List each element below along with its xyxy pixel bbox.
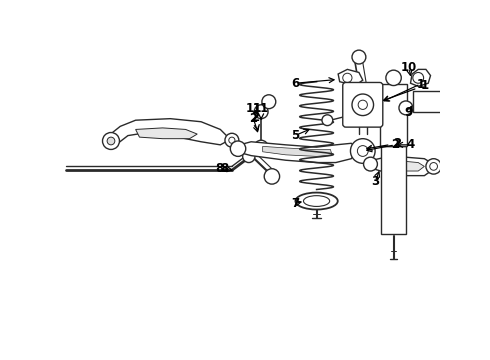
Polygon shape — [240, 142, 359, 163]
Text: 11: 11 — [245, 102, 262, 115]
Circle shape — [364, 157, 377, 171]
Circle shape — [386, 70, 401, 86]
Circle shape — [254, 140, 268, 154]
Bar — [381, 145, 406, 234]
Circle shape — [399, 101, 413, 115]
Text: 1: 1 — [384, 79, 428, 101]
Text: 11: 11 — [253, 102, 270, 119]
Circle shape — [413, 72, 423, 83]
Circle shape — [426, 159, 441, 174]
Circle shape — [243, 150, 255, 163]
Bar — [413, 91, 443, 112]
Polygon shape — [382, 161, 424, 171]
Circle shape — [357, 145, 368, 156]
Circle shape — [264, 169, 280, 184]
Circle shape — [430, 163, 438, 170]
Text: 1: 1 — [416, 77, 425, 90]
Text: 8: 8 — [216, 162, 223, 175]
Circle shape — [322, 115, 333, 126]
Text: 2: 2 — [367, 137, 401, 150]
Text: 3: 3 — [371, 175, 379, 188]
Text: 5: 5 — [291, 129, 299, 142]
Polygon shape — [109, 119, 230, 147]
Circle shape — [358, 100, 368, 109]
Circle shape — [102, 132, 120, 149]
Text: 9: 9 — [405, 106, 413, 119]
Text: 4: 4 — [406, 138, 415, 151]
Text: 2: 2 — [391, 138, 399, 151]
Text: 7: 7 — [291, 197, 299, 210]
Circle shape — [225, 133, 239, 147]
Polygon shape — [411, 69, 431, 86]
Circle shape — [350, 139, 375, 163]
Circle shape — [107, 137, 115, 145]
FancyBboxPatch shape — [343, 82, 383, 127]
Text: 2: 2 — [249, 112, 258, 125]
Text: 2: 2 — [251, 111, 259, 130]
Text: 6: 6 — [291, 77, 299, 90]
Circle shape — [254, 105, 268, 119]
Polygon shape — [370, 157, 432, 176]
Ellipse shape — [303, 195, 330, 206]
Circle shape — [229, 137, 235, 143]
Circle shape — [343, 73, 352, 82]
Bar — [380, 84, 408, 145]
Ellipse shape — [295, 193, 338, 210]
Polygon shape — [136, 128, 197, 139]
Text: 8: 8 — [220, 162, 232, 175]
Circle shape — [230, 141, 245, 156]
Text: 10: 10 — [401, 61, 417, 74]
Polygon shape — [338, 69, 363, 86]
Polygon shape — [263, 147, 332, 156]
Circle shape — [352, 50, 366, 64]
Circle shape — [262, 95, 276, 109]
Circle shape — [352, 94, 373, 116]
